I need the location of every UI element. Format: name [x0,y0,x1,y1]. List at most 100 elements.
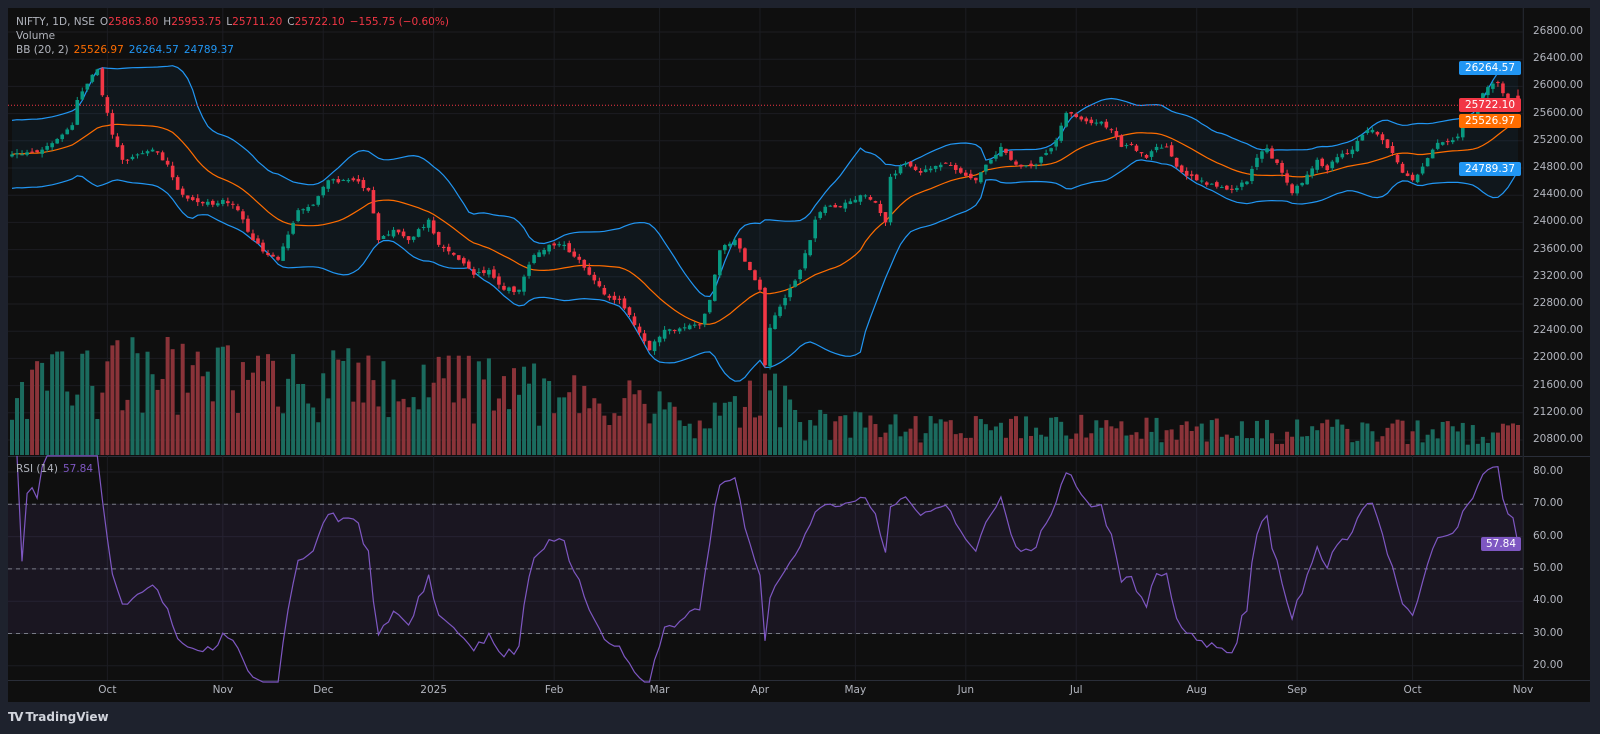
candle-body[interactable] [833,204,838,208]
candle-body[interactable] [677,328,682,332]
candle-body[interactable] [617,298,622,300]
candle-body[interactable] [351,178,356,181]
candle-body[interactable] [1149,151,1154,157]
candle-body[interactable] [707,299,712,313]
candle-body[interactable] [697,324,702,326]
candle-body[interactable] [1260,151,1264,159]
candle-body[interactable] [1204,182,1209,185]
candle-body[interactable] [878,203,883,214]
candle-body[interactable] [286,234,290,249]
candle-body[interactable] [411,236,416,240]
volume-legend[interactable]: Volume [16,30,60,42]
candle-body[interactable] [557,244,561,246]
candle-body[interactable] [763,287,767,366]
candle-body[interactable] [1410,174,1415,181]
candle-body[interactable] [532,255,536,264]
candle-body[interactable] [1340,153,1345,158]
candle-body[interactable] [793,280,797,287]
candle-body[interactable] [642,333,647,342]
candle-body[interactable] [472,269,476,275]
candle-body[interactable] [311,204,315,206]
candle-body[interactable] [1290,184,1294,194]
candle-body[interactable] [1230,188,1234,190]
candle-body[interactable] [261,242,265,252]
candle-body[interactable] [753,270,757,281]
candle-body[interactable] [336,179,341,183]
candle-body[interactable] [1345,153,1350,155]
candle-body[interactable] [1034,164,1038,166]
candle-body[interactable] [723,245,727,251]
candle-body[interactable] [873,201,878,203]
candle-body[interactable] [306,207,310,211]
candle-body[interactable] [346,179,351,182]
candle-body[interactable] [657,336,662,343]
candle-body[interactable] [416,229,421,237]
candle-body[interactable] [783,298,787,306]
candle-body[interactable] [853,199,858,203]
candle-body[interactable] [296,210,300,222]
candle-body[interactable] [160,152,165,161]
candle-body[interactable] [155,151,160,153]
candle-body[interactable] [547,244,551,252]
candle-body[interactable] [211,200,215,205]
candle-body[interactable] [205,201,210,205]
candle-body[interactable] [682,327,687,329]
candle-body[interactable] [597,281,602,287]
candle-body[interactable] [316,196,321,205]
candle-body[interactable] [216,203,220,206]
candle-body[interactable] [482,270,486,274]
candle-body[interactable] [848,201,853,204]
candle-body[interactable] [20,154,24,156]
candle-body[interactable] [1430,149,1435,159]
candle-body[interactable] [1054,140,1058,147]
candle-body[interactable] [858,195,863,202]
candle-body[interactable] [1014,161,1018,165]
candle-body[interactable] [65,129,70,135]
candle-body[interactable] [1049,148,1053,152]
candle-body[interactable] [938,164,943,168]
candle-body[interactable] [883,212,888,223]
candle-body[interactable] [542,249,546,255]
candle-body[interactable] [562,244,566,247]
candle-body[interactable] [1335,157,1340,163]
candle-body[interactable] [326,180,331,189]
candle-body[interactable] [818,212,823,218]
candle-body[interactable] [1235,187,1239,190]
candle-body[interactable] [226,201,230,204]
candle-body[interactable] [190,197,195,200]
candle-body[interactable] [1194,174,1199,181]
candle-body[interactable] [1265,148,1269,153]
candle-body[interactable] [1215,182,1219,187]
candle-body[interactable] [1159,147,1164,149]
candle-body[interactable] [376,213,381,241]
candle-body[interactable] [838,206,843,208]
candle-body[interactable] [964,172,968,176]
bb-legend[interactable]: BB (20, 2) 25526.97 26264.57 24789.37 [16,44,239,56]
candle-body[interactable] [401,231,406,237]
candle-body[interactable] [1405,173,1410,176]
candle-body[interactable] [1350,149,1355,155]
candle-body[interactable] [1486,87,1490,96]
candle-body[interactable] [687,325,692,330]
candle-body[interactable] [266,253,270,256]
candle-body[interactable] [70,125,75,130]
candle-body[interactable] [1305,174,1309,185]
candle-body[interactable] [823,206,828,213]
candle-body[interactable] [45,145,49,150]
candle-body[interactable] [180,188,185,195]
candle-body[interactable] [1124,145,1129,147]
candle-body[interactable] [537,252,541,257]
candle-body[interactable] [276,256,280,260]
candle-body[interactable] [1310,168,1314,176]
candle-body[interactable] [607,295,612,298]
candle-body[interactable] [1044,153,1048,155]
candle-body[interactable] [984,164,988,172]
candle-body[interactable] [994,154,998,159]
candle-body[interactable] [50,143,54,148]
candle-body[interactable] [381,235,386,239]
candle-body[interactable] [507,287,511,291]
candle-body[interactable] [1064,112,1068,127]
rsi-legend[interactable]: RSI (14) 57.84 [16,463,98,475]
candle-body[interactable] [627,307,632,315]
